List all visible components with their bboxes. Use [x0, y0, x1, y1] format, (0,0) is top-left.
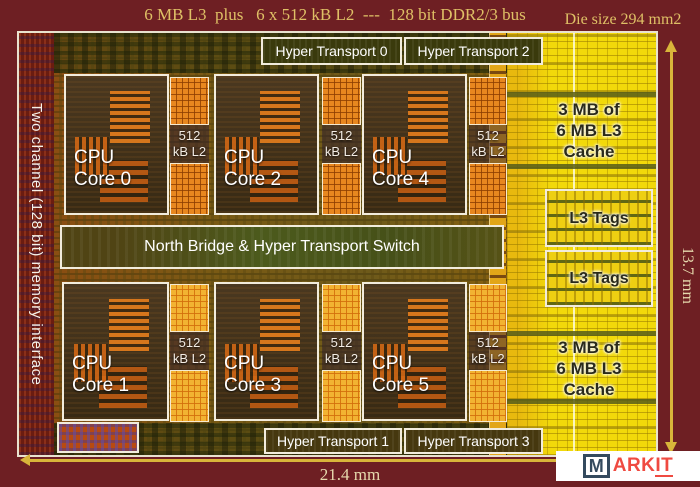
l3-stripe — [507, 164, 656, 169]
l3-tags-block-2: L3 Tags — [545, 250, 653, 307]
arrow-left-head — [20, 454, 30, 466]
l3-tags-label: L3 Tags — [569, 209, 629, 227]
markit-watermark: M ARK IT — [556, 451, 700, 481]
cpu-core-3-block: CPU Core 3 — [214, 282, 319, 421]
width-dimension-arrow — [30, 459, 650, 462]
height-dimension-arrow — [670, 52, 673, 442]
l3-cache-bottom-label: 3 MB of 6 MB L3 Cache — [556, 338, 622, 399]
l3-tags-label: L3 Tags — [569, 270, 629, 287]
l2-sram-block — [469, 370, 507, 422]
l2-cache-core3: 512 kB L2 — [322, 284, 361, 422]
l2-size-label: 512 kB L2 — [170, 332, 209, 370]
cpu-core-2-label: CPU Core 2 — [224, 147, 282, 190]
l2-sram-block — [170, 284, 209, 332]
l3-stripe — [507, 399, 656, 404]
l2-cache-core2: 512 kB L2 — [322, 77, 361, 215]
l2-cache-core1: 512 kB L2 — [170, 284, 209, 422]
cpu-core-5-label: CPU Core 5 — [372, 353, 430, 396]
hyper-transport-2-label: Hyper Transport 2 — [417, 43, 530, 59]
north-bridge-block: North Bridge & Hyper Transport Switch — [60, 225, 504, 269]
hyper-transport-3-label: Hyper Transport 3 — [417, 433, 530, 449]
cpu-core-3-label: CPU Core 3 — [224, 353, 282, 396]
l2-sram-block — [322, 163, 361, 215]
cpu-core-1-block: CPU Core 1 — [62, 282, 169, 421]
l2-cache-core5: 512 kB L2 — [469, 284, 507, 422]
l2-sram-block — [170, 77, 209, 125]
l2-size-label: 512 kB L2 — [469, 332, 507, 370]
arrow-up-head — [665, 40, 677, 52]
markit-logo-it: IT — [655, 454, 674, 477]
memory-interface-strip: Two channel (128 bit) memory interface — [19, 33, 54, 455]
l3-stripe — [507, 331, 656, 336]
hyper-transport-0-block: Hyper Transport 0 — [261, 37, 402, 65]
l2-sram-block — [469, 77, 507, 125]
l2-size-label: 512 kB L2 — [469, 125, 507, 163]
l2-sram-block — [322, 77, 361, 125]
l2-sram-block — [469, 163, 507, 215]
hyper-transport-0-label: Hyper Transport 0 — [275, 43, 388, 59]
die-height-label: 13.7 mm — [679, 246, 696, 304]
chip-specs-annotation: 6 MB L3 plus 6 x 512 kB L2 --- 128 bit D… — [144, 5, 526, 24]
die-height-label-wrap: 13.7 mm — [676, 210, 698, 340]
memory-interface-label: Two channel (128 bit) memory interface — [28, 102, 45, 386]
l2-sram-block — [170, 163, 209, 215]
die-size-annotation: Die size 294 mm2 — [564, 11, 682, 28]
cpu-core-1-label: CPU Core 1 — [72, 353, 130, 396]
hyper-transport-3-block: Hyper Transport 3 — [404, 428, 543, 454]
cpu-core-0-label: CPU Core 0 — [74, 147, 132, 190]
io-block — [57, 422, 139, 453]
l3-cache-top-label: 3 MB of 6 MB L3 Cache — [556, 100, 622, 161]
l3-tags-block-1: L3 Tags — [545, 189, 653, 247]
cpu-core-4-label: CPU Core 4 — [372, 147, 430, 190]
hyper-transport-1-block: Hyper Transport 1 — [264, 428, 402, 454]
hyper-transport-1-label: Hyper Transport 1 — [276, 433, 390, 449]
l3-stripe — [507, 92, 656, 97]
l2-size-label: 512 kB L2 — [170, 125, 209, 163]
cpu-core-2-block: CPU Core 2 — [214, 74, 319, 215]
cpu-core-5-block: CPU Core 5 — [362, 282, 467, 421]
cpu-core-0-block: CPU Core 0 — [64, 74, 169, 215]
cpu-core-4-block: CPU Core 4 — [362, 74, 467, 215]
hyper-transport-2-block: Hyper Transport 2 — [404, 37, 543, 65]
l2-sram-block — [322, 284, 361, 332]
die-photo: Two channel (128 bit) memory interface H… — [17, 31, 658, 457]
l2-sram-block — [322, 370, 361, 422]
l2-cache-core0: 512 kB L2 — [170, 77, 209, 215]
l2-cache-core4: 512 kB L2 — [469, 77, 507, 215]
l2-size-label: 512 kB L2 — [322, 125, 361, 163]
north-bridge-label: North Bridge & Hyper Transport Switch — [144, 238, 420, 255]
markit-logo-m: M — [582, 454, 610, 478]
l2-sram-block — [469, 284, 507, 332]
die-width-label: 21.4 mm — [319, 465, 381, 484]
l2-size-label: 512 kB L2 — [322, 332, 361, 370]
l2-sram-block — [170, 370, 209, 422]
markit-logo-ark: ARK — [612, 455, 656, 476]
